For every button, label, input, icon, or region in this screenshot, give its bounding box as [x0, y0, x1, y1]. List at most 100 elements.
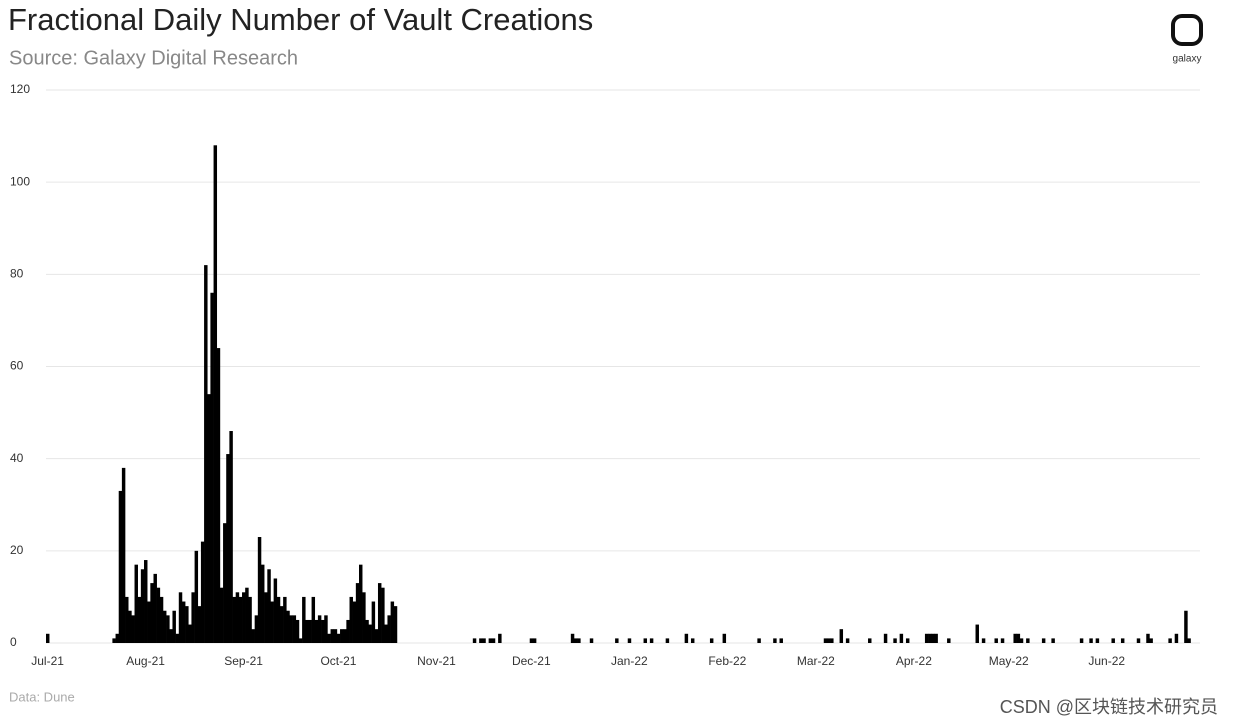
bar — [321, 619, 325, 643]
bar — [1041, 638, 1046, 643]
bar — [162, 610, 167, 643]
bar — [251, 629, 255, 643]
bar — [181, 601, 186, 643]
x-tick-label: Nov-21 — [417, 654, 456, 668]
bar — [1146, 633, 1150, 643]
bar — [330, 629, 335, 643]
bar — [690, 638, 695, 643]
bar — [1000, 638, 1005, 643]
bar — [235, 592, 240, 643]
y-tick-label: 0 — [10, 635, 17, 649]
bar — [779, 638, 783, 643]
bar — [121, 467, 126, 643]
y-tick-label: 120 — [10, 82, 30, 96]
bar — [305, 619, 309, 643]
bar — [371, 601, 376, 643]
bar — [128, 610, 132, 643]
x-tick-label: Jul-21 — [31, 654, 64, 668]
bar — [722, 633, 727, 643]
bar — [577, 638, 581, 643]
bar — [150, 583, 154, 643]
bar — [1019, 638, 1024, 643]
bar — [649, 638, 654, 643]
bar — [1016, 633, 1021, 643]
bar — [981, 638, 986, 643]
bar — [1174, 633, 1179, 643]
watermark: CSDN @区块链技术研究员 — [1000, 697, 1218, 717]
bar — [333, 629, 338, 643]
bar — [147, 601, 151, 643]
bar — [302, 596, 306, 643]
bar — [359, 564, 363, 643]
bar — [387, 615, 391, 643]
bar — [830, 638, 834, 643]
bar — [295, 619, 300, 643]
bar — [1184, 610, 1188, 643]
bar — [589, 638, 594, 643]
bar — [260, 564, 265, 643]
bar — [883, 633, 888, 643]
bar — [368, 624, 372, 643]
bar — [570, 633, 575, 643]
bar — [292, 615, 297, 643]
bar — [324, 615, 328, 643]
bar — [709, 638, 714, 643]
x-tick-label: Aug-21 — [126, 654, 165, 668]
bar — [390, 601, 395, 643]
bar — [498, 633, 502, 643]
bar — [346, 619, 350, 643]
bar — [615, 638, 619, 643]
bar — [264, 592, 268, 643]
bar — [200, 541, 205, 643]
bar — [273, 578, 278, 643]
bar — [289, 615, 293, 643]
bar — [178, 592, 183, 643]
x-tick-label: Dec-21 — [512, 654, 551, 668]
bar — [144, 560, 148, 643]
x-tick-label: Oct-21 — [320, 654, 356, 668]
bar — [216, 348, 221, 643]
bar — [134, 564, 138, 643]
bar — [1168, 638, 1172, 643]
bar — [947, 638, 951, 643]
x-tick-label: Mar-22 — [797, 654, 835, 668]
bar — [185, 606, 189, 643]
bar — [46, 633, 50, 643]
bar — [1149, 638, 1153, 643]
bar — [213, 145, 218, 644]
logo-icon — [1171, 14, 1203, 46]
bar — [928, 633, 932, 643]
bar — [1013, 633, 1017, 643]
bar — [381, 587, 385, 643]
bar — [238, 596, 243, 643]
bar — [283, 596, 287, 643]
bar — [204, 265, 208, 643]
bar — [924, 633, 929, 643]
bar — [276, 596, 281, 643]
bar — [131, 615, 135, 643]
bar — [210, 292, 214, 643]
chart-title: Fractional Daily Number of Vault Creatio… — [8, 2, 593, 37]
bar — [994, 638, 998, 643]
bar — [254, 615, 259, 643]
bar — [1095, 638, 1100, 643]
bar — [267, 569, 271, 643]
x-tick-label: Sep-21 — [224, 654, 263, 668]
bar — [532, 638, 537, 643]
bar — [1051, 638, 1055, 643]
bar — [166, 615, 170, 643]
bar — [899, 633, 904, 643]
bar — [349, 596, 353, 643]
bar — [172, 610, 176, 643]
bar — [175, 633, 180, 643]
bar — [934, 633, 938, 643]
bar — [355, 583, 360, 643]
bar — [1079, 638, 1084, 643]
bar — [118, 490, 123, 643]
y-tick-label: 100 — [10, 174, 30, 188]
bar — [207, 394, 211, 643]
bar — [317, 615, 322, 643]
bar — [188, 624, 192, 643]
bar — [219, 587, 224, 643]
bar — [684, 633, 689, 643]
